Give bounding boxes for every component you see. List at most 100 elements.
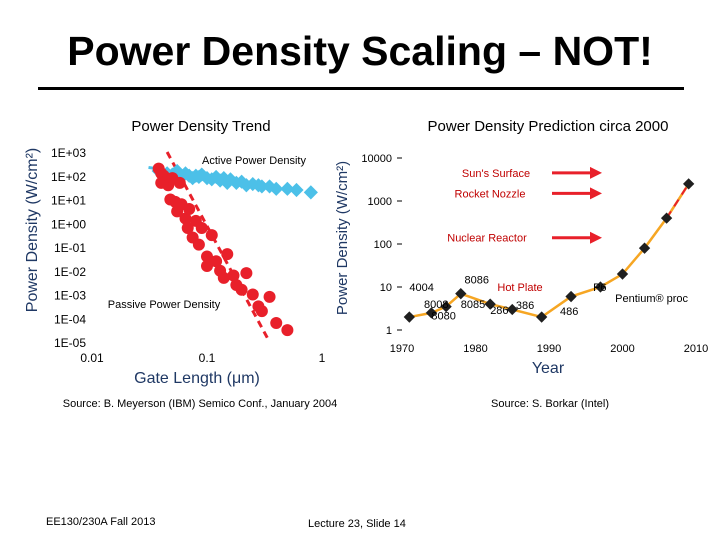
reference-arrow-head <box>590 187 602 200</box>
passive-data-point <box>235 283 248 296</box>
passive-data-point <box>181 222 194 234</box>
chart1-y-tick-label: 1E+01 <box>51 194 86 208</box>
chart2-y-tick-label: 10 <box>380 282 392 294</box>
reference-level-label: Hot Plate <box>497 282 542 294</box>
chart2-y-ticks: 10000 1000 100 10 1 <box>361 153 402 337</box>
passive-data-point <box>263 290 276 303</box>
chart2-reference-levels: Sun's Surface Rocket Nozzle Nuclear Reacto… <box>447 166 602 294</box>
processor-label: 286 <box>490 305 508 317</box>
processor-data-point <box>535 311 548 323</box>
active-data-point <box>254 179 269 194</box>
active-data-point <box>280 181 295 196</box>
processor-data-point <box>638 242 651 254</box>
passive-data-point <box>205 229 218 242</box>
chart1-y-tick-label: 1E-05 <box>54 336 86 350</box>
chart2-y-axis-label: Power Density (W/cm²) <box>334 161 351 315</box>
title-underline <box>38 87 684 90</box>
passive-data-point <box>281 324 294 337</box>
processor-data-point <box>506 303 518 316</box>
processor-label: P6 <box>593 282 606 294</box>
processor-label: 486 <box>560 306 578 318</box>
passive-data-point <box>201 260 213 272</box>
chart1-x-tick-label: 0.01 <box>80 351 104 365</box>
active-power-density-label: Active Power Density <box>202 155 306 167</box>
chart1-source: Source: B. Meyerson (IBM) Semico Conf., … <box>62 398 338 410</box>
processor-data-point <box>594 281 607 293</box>
reference-level-label: Rocket Nozzle <box>455 188 526 200</box>
passive-data-point <box>195 222 208 234</box>
chart2-y-tick-label: 1000 <box>368 196 392 208</box>
chart1-y-axis-label: Power Density (W/cm²) <box>24 148 41 312</box>
processor-label: 8008 <box>424 299 448 311</box>
processor-label: 8085 <box>461 299 485 311</box>
processor-data-point <box>682 178 695 190</box>
passive-data-point <box>201 250 213 263</box>
passive-data-point <box>217 271 230 284</box>
chart1-y-tick-label: 1E+02 <box>51 170 86 184</box>
chart2-x-tick-label: 1970 <box>390 343 414 355</box>
chart2-source: Source: S. Borkar (Intel) <box>491 398 609 410</box>
passive-data-point <box>246 288 259 301</box>
passive-data-point <box>221 248 234 261</box>
passive-data-point <box>173 176 186 189</box>
active-data-point <box>303 185 318 200</box>
passive-data-point <box>255 305 268 318</box>
passive-power-density-label: Passive Power Density <box>108 299 221 311</box>
passive-data-point <box>192 238 205 251</box>
chart1-points <box>151 162 318 337</box>
processor-data-point <box>660 212 673 224</box>
chart1-x-axis-label: Gate Length (μm) <box>134 370 260 387</box>
processor-data-point <box>565 290 577 303</box>
reference-arrow-head <box>590 166 602 179</box>
chart2-y-tick-label: 10000 <box>361 153 392 165</box>
passive-data-point <box>179 212 192 225</box>
passive-data-point <box>227 269 240 282</box>
active-data-point <box>289 182 304 198</box>
footer-course: EE130/230A Fall 2013 <box>46 516 156 528</box>
reference-arrow-head <box>590 231 602 244</box>
processor-data-point <box>455 288 467 300</box>
chart2-x-tick-label: 1980 <box>463 343 487 355</box>
chart1-x-tick-label: 0.1 <box>199 351 216 365</box>
processor-label: 8080 <box>431 310 455 322</box>
chart2-series <box>403 178 695 323</box>
chart1-y-tick-label: 1E-01 <box>54 241 86 255</box>
slide-title: Power Density Scaling – NOT! <box>67 28 653 74</box>
chart2-x-tick-label: 2010 <box>684 343 708 355</box>
chart2-y-tick-label: 1 <box>386 325 392 337</box>
chart1-y-ticks: 1E+03 1E+02 1E+01 1E+00 1E-01 1E-02 1E-03 1E-04… <box>51 146 86 350</box>
processor-data-point <box>616 268 629 280</box>
chart1-title: Power Density Trend <box>131 118 270 135</box>
chart1-x-ticks: 0.01 0.1 1 <box>80 351 325 365</box>
chart1-y-tick-label: 1E+00 <box>51 217 86 231</box>
processor-label: 4004 <box>409 282 433 294</box>
reference-level-label: Nuclear Reactor <box>447 233 527 245</box>
reference-level-label: Sun's Surface <box>462 168 530 180</box>
projection-dashes <box>665 183 690 219</box>
processor-label: 8086 <box>464 274 488 286</box>
processor-label: Pentium® proc <box>615 293 688 305</box>
chart1-x-tick-label: 1 <box>319 351 326 365</box>
passive-data-point <box>240 267 253 280</box>
chart1-y-tick-label: 1E-02 <box>54 265 86 279</box>
processor-data-point <box>440 300 452 313</box>
chart2-y-tick-label: 100 <box>374 239 392 251</box>
passive-data-point <box>183 203 196 215</box>
passive-data-point <box>270 317 283 329</box>
chart2-title: Power Density Prediction circa 2000 <box>428 118 669 135</box>
processor-data-point <box>484 298 496 310</box>
chart1-y-tick-label: 1E-03 <box>54 289 86 303</box>
footer-lecture: Lecture 23, Slide 14 <box>308 518 406 530</box>
chart2-x-tick-label: 1990 <box>537 343 561 355</box>
chart2-x-ticks: 1970 1980 1990 2000 2010 <box>390 343 708 355</box>
processor-label: 386 <box>516 300 534 312</box>
processor-data-point <box>403 311 416 323</box>
chart1-y-tick-label: 1E-04 <box>54 312 86 326</box>
passive-data-point <box>210 255 223 268</box>
active-data-point <box>269 181 284 196</box>
chart2-x-tick-label: 2000 <box>610 343 634 355</box>
processor-data-point <box>425 307 438 319</box>
chart1-y-tick-label: 1E+03 <box>51 146 86 160</box>
